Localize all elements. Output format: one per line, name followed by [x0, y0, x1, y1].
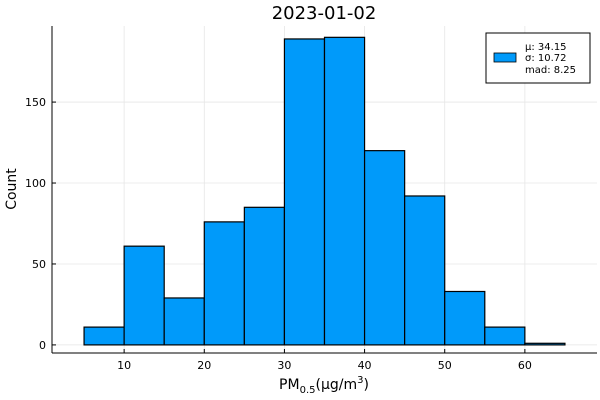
legend-swatch — [493, 52, 517, 63]
histogram-bar — [283, 38, 326, 346]
axes — [51, 26, 597, 354]
x-axis-title-superscript: 3 — [357, 375, 363, 386]
x-axis-title-subscript: 0.5 — [300, 385, 316, 396]
y-tick-label: 100 — [25, 177, 46, 190]
x-tick-label: 60 — [518, 359, 532, 372]
legend-line-std: σ: 10.72 — [525, 53, 567, 64]
histogram-bar — [323, 36, 366, 346]
histogram-bar — [484, 326, 526, 346]
legend: μ: 34.15 σ: 10.72 mad: 8.25 — [485, 32, 591, 84]
y-axis-title: Count — [4, 168, 20, 210]
x-tick-label: 40 — [358, 359, 372, 372]
x-tick-label: 30 — [277, 359, 291, 372]
y-tick-label: 150 — [25, 96, 46, 109]
x-axis-title-main: PM — [279, 377, 300, 393]
histogram-bar — [203, 221, 245, 346]
legend-line-mad: mad: 8.25 — [525, 65, 576, 76]
histogram-bar — [524, 342, 566, 346]
tick-labels: 10 20 30 40 50 60 0 50 100 150 — [25, 96, 532, 372]
x-tick-label: 50 — [438, 359, 452, 372]
x-axis-title: PM0.5(μg/m3) — [279, 375, 369, 396]
chart-title: 2023-01-02 — [272, 3, 377, 24]
histogram-bar — [363, 150, 406, 346]
y-tick-label: 0 — [39, 339, 46, 352]
histogram-bar — [444, 290, 486, 346]
x-tick-label: 20 — [197, 359, 211, 372]
x-tick-label: 10 — [117, 359, 131, 372]
x-axis-title-close: ) — [363, 377, 368, 393]
x-axis-title-units: (μg/m — [315, 377, 357, 393]
histogram-bar — [163, 297, 205, 346]
histogram-bar — [83, 326, 125, 346]
legend-line-mean: μ: 34.15 — [525, 42, 567, 53]
y-tick-label: 50 — [32, 258, 46, 271]
histogram-bar — [123, 245, 165, 346]
histogram-bar — [404, 195, 446, 346]
histogram-bar — [243, 206, 286, 346]
histogram-bars — [83, 36, 566, 346]
